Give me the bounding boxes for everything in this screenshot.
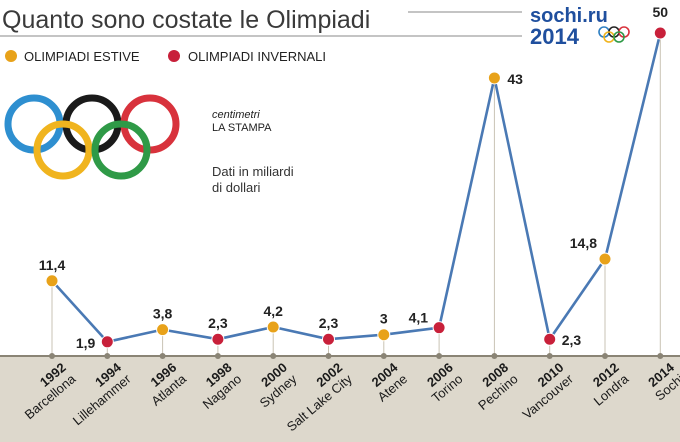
value-label-2014: 50	[653, 4, 669, 20]
tick-mark-1998	[214, 353, 221, 359]
tick-mark-2000	[270, 353, 277, 359]
tick-mark-1996	[159, 353, 166, 359]
chart-title: Quanto sono costate le Olimpiadi	[2, 6, 370, 34]
source-publisher: LA STAMPA	[212, 122, 272, 134]
sochi-logo: sochi.ru 2014	[530, 5, 630, 49]
value-label-2004: 3	[380, 311, 388, 327]
tick-mark-2010	[546, 353, 553, 359]
data-point-2012	[598, 252, 612, 266]
value-label-2006: 4,1	[409, 310, 429, 326]
cost-series-line	[51, 32, 662, 344]
tick-mark-2012	[602, 353, 608, 359]
value-label-2008: 43	[507, 71, 523, 87]
data-point-2002	[322, 332, 335, 346]
legend-winter-dot	[168, 50, 180, 62]
sochi-logo-rings-icon	[598, 26, 630, 43]
tick-mark-2002	[325, 353, 332, 359]
legend-summer-label: OLIMPIADI ESTIVE	[24, 49, 140, 64]
sochi-logo-top: sochi.ru	[530, 5, 608, 27]
tick-mark-1992	[49, 353, 55, 359]
data-point-2004	[377, 328, 391, 342]
legend: OLIMPIADI ESTIVE OLIMPIADI INVERNALI	[5, 49, 326, 64]
data-point-1998	[211, 332, 225, 346]
value-label-1998: 2,3	[208, 315, 228, 331]
value-label-1996: 3,8	[153, 306, 173, 322]
value-label-1994: 1,9	[76, 335, 96, 351]
data-point-2014	[653, 26, 667, 40]
unit-note-line1: Dati in miliardi	[212, 164, 294, 179]
data-point-1992	[45, 274, 59, 288]
data-point-1994	[100, 335, 114, 349]
data-point-2010	[543, 332, 557, 346]
value-label-2010: 2,3	[562, 332, 582, 348]
olympic-rings-icon	[4, 94, 180, 180]
value-label-2002: 2,3	[319, 315, 339, 331]
sochi-logo-bottom: 2014	[530, 24, 580, 49]
axis-band	[0, 356, 680, 442]
tick-mark-1994	[104, 353, 111, 359]
unit-note-line2: di dollari	[212, 180, 261, 195]
data-point-1996	[156, 323, 170, 337]
tick-mark-2008	[491, 353, 498, 359]
source-credit: centimetri LA STAMPA	[212, 109, 272, 134]
source-brand: centimetri	[212, 109, 260, 121]
data-point-2008	[487, 71, 501, 85]
legend-summer-dot	[5, 50, 17, 62]
data-point-2006	[432, 321, 446, 335]
legend-winter-label: OLIMPIADI INVERNALI	[188, 49, 326, 64]
data-point-2000	[266, 320, 280, 334]
tick-mark-2014	[657, 353, 664, 359]
value-label-2000: 4,2	[263, 303, 283, 319]
tick-mark-2006	[436, 353, 443, 359]
value-label-1992: 11,4	[39, 257, 66, 273]
tick-mark-2004	[380, 353, 387, 359]
value-label-2012: 14,8	[570, 235, 597, 251]
